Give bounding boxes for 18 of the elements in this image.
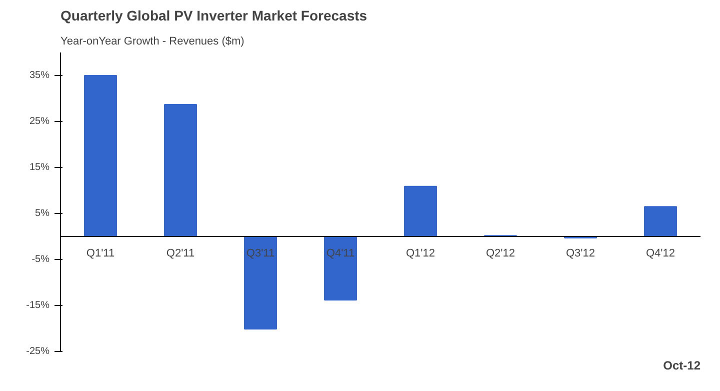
x-tick-label: Q2'11 [166, 248, 195, 260]
y-tick-label: 15% [29, 162, 50, 173]
chart-title: Quarterly Global PV Inverter Market Forecasts [60, 8, 368, 24]
text: Oct-12 [663, 358, 701, 372]
x-tick-label: Q4'11 [326, 248, 355, 260]
y-tick-label: -25% [26, 346, 50, 357]
x-tick-label: Q4'12 [646, 248, 676, 260]
x-tick-label: Q1'12 [406, 248, 436, 260]
y-tick-label: 5% [35, 208, 50, 219]
y-tick-label: -5% [32, 254, 50, 265]
x-tick-label: Q3'11 [246, 248, 275, 260]
chart-subtitle: Year-onYear Growth - Revenues ($m) [60, 36, 244, 48]
y-tick-label: 25% [29, 116, 50, 127]
y-tick-label: 35% [29, 70, 50, 81]
y-tick-label: -15% [26, 300, 50, 311]
x-tick-label: Q2'12 [486, 248, 516, 260]
x-tick-label: Q3'12 [566, 248, 596, 260]
x-tick-label: Q1'11 [86, 248, 115, 260]
